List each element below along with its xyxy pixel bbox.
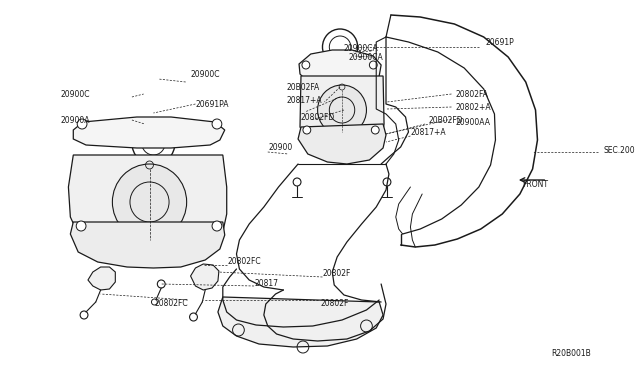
Polygon shape (218, 297, 383, 347)
Text: 20B02FD: 20B02FD (428, 115, 463, 125)
Circle shape (77, 119, 87, 129)
Text: 20900CA: 20900CA (344, 44, 379, 52)
Polygon shape (88, 267, 115, 290)
Polygon shape (300, 76, 384, 154)
Circle shape (371, 126, 379, 134)
Circle shape (212, 119, 222, 129)
Circle shape (212, 221, 222, 231)
Circle shape (303, 126, 311, 134)
Polygon shape (68, 155, 227, 252)
Text: 20691P: 20691P (486, 38, 515, 46)
Text: R20B001B: R20B001B (551, 350, 591, 359)
Circle shape (317, 85, 367, 135)
Polygon shape (191, 264, 219, 290)
Circle shape (369, 61, 377, 69)
Text: 20802FC: 20802FC (154, 299, 188, 308)
Text: 20900CA: 20900CA (349, 52, 383, 61)
Text: 20900C: 20900C (61, 90, 90, 99)
Text: 20802FA: 20802FA (456, 90, 488, 99)
Polygon shape (70, 222, 225, 268)
Text: 20900: 20900 (269, 142, 293, 151)
Text: 20900AA: 20900AA (456, 118, 490, 126)
Text: 20691PA: 20691PA (195, 99, 229, 109)
Text: FRONT: FRONT (522, 180, 548, 189)
Circle shape (113, 164, 187, 240)
Text: 20900C: 20900C (191, 70, 220, 78)
Text: 20802FD: 20802FD (301, 112, 335, 122)
Circle shape (302, 61, 310, 69)
Text: SEC.200: SEC.200 (604, 145, 636, 154)
Text: 20B02FA: 20B02FA (286, 83, 319, 92)
Text: 20817+A: 20817+A (410, 128, 446, 137)
Circle shape (150, 140, 156, 146)
Text: 20802F: 20802F (323, 269, 351, 279)
Circle shape (76, 221, 86, 231)
Polygon shape (299, 50, 381, 87)
Text: 20802FC: 20802FC (228, 257, 261, 266)
Text: 20802+A: 20802+A (456, 103, 491, 112)
Polygon shape (74, 117, 225, 148)
Polygon shape (298, 124, 386, 164)
Text: 20817+A: 20817+A (286, 96, 322, 105)
Text: 20802F: 20802F (321, 299, 349, 308)
Text: 20817: 20817 (254, 279, 278, 289)
Text: 20900A: 20900A (61, 115, 90, 125)
